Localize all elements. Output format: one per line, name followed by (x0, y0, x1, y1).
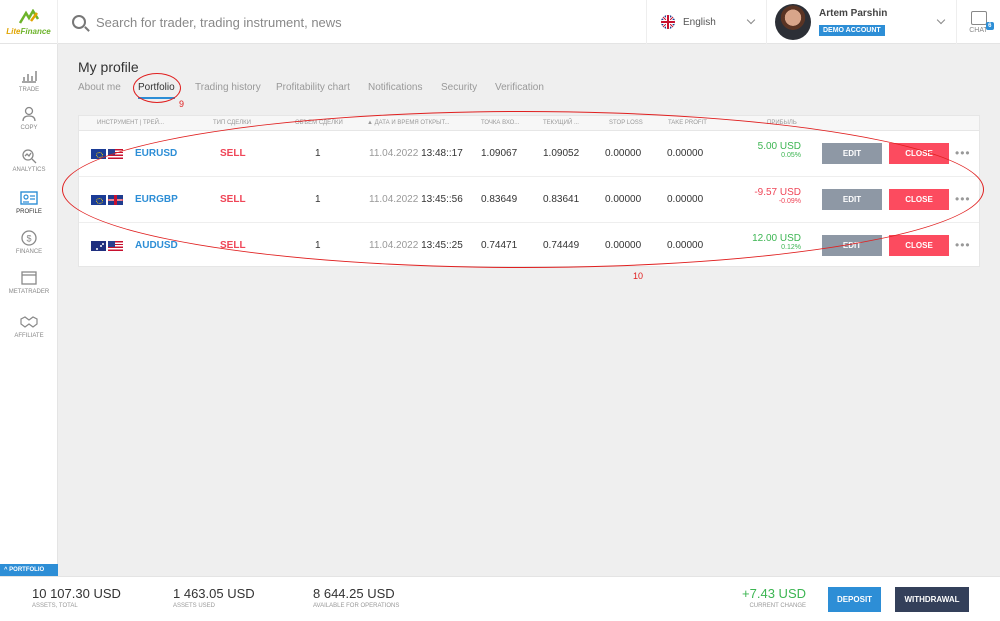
current-change: +7.43 USD CURRENT CHANGE (742, 586, 806, 609)
assets-used-value: 1 463.05 USD (173, 586, 255, 601)
avatar (775, 4, 811, 40)
chat-label: CHAT (969, 26, 988, 34)
sidebar-item-label: METATRADER (8, 289, 50, 295)
analytics-icon (22, 149, 37, 164)
account-type-badge: DEMO ACCOUNT (819, 24, 885, 36)
sidebar-item-profile[interactable]: PROFILE (0, 190, 58, 215)
assets-total: 10 107.30 USD ASSETS, TOTAL (32, 586, 121, 609)
brand-logo[interactable]: LiteFinance (0, 0, 58, 44)
annotation-circle-tab (133, 73, 181, 103)
sidebar-item-affiliate[interactable]: AFFILIATE (0, 314, 58, 339)
window-icon (21, 271, 37, 285)
au-flag-icon (91, 241, 106, 251)
annotation-label-tab: 9 (179, 99, 185, 109)
sidebar: TRADE COPY ANALYTICS PROFILE $ FINANCE M… (0, 44, 58, 564)
uk-flag-icon (661, 15, 675, 29)
brand-name: LiteFinance (6, 26, 51, 36)
id-card-icon (20, 191, 38, 205)
tab-notifications[interactable]: Notifications (368, 82, 423, 93)
chat-count-badge: 6 (986, 21, 994, 30)
account-summary-bar: 10 107.30 USD ASSETS, TOTAL 1 463.05 USD… (0, 576, 1000, 621)
person-icon (22, 106, 36, 122)
sidebar-item-label: COPY (20, 125, 38, 131)
column-type[interactable]: ТИП СДЕЛКИ (213, 120, 251, 126)
available-for-operations: 8 644.25 USD AVAILABLE FOR OPERATIONS (313, 586, 399, 609)
user-menu[interactable]: Artem Parshin DEMO ACCOUNT (766, 0, 956, 44)
top-bar: LiteFinance English Artem Parshin DEMO A… (0, 0, 1000, 44)
close-position-button[interactable]: CLOSE (889, 235, 949, 256)
chat-button[interactable]: 6 CHAT (956, 0, 1000, 44)
withdrawal-button[interactable]: WITHDRAWAL (895, 587, 969, 612)
page-title: My profile (78, 59, 139, 75)
sidebar-item-finance[interactable]: $ FINANCE (0, 230, 58, 255)
sidebar-item-label: AFFILIATE (14, 333, 44, 339)
search-input[interactable] (96, 14, 496, 30)
portfolio-panel-toggle[interactable]: ^ PORTFOLIO (0, 564, 58, 576)
tab-verification[interactable]: Verification (495, 82, 544, 93)
sidebar-item-label: PROFILE (16, 209, 42, 215)
handshake-icon (20, 316, 38, 328)
language-selector[interactable]: English (646, 0, 766, 44)
annotation-label-table: 10 (633, 271, 644, 281)
svg-text:$: $ (26, 234, 31, 244)
search-icon (72, 15, 86, 29)
tab-trading-history[interactable]: Trading history (195, 82, 261, 93)
assets-total-label: ASSETS, TOTAL (32, 603, 78, 609)
us-flag-icon (108, 241, 123, 251)
available-value: 8 644.25 USD (313, 586, 395, 601)
assets-total-value: 10 107.30 USD (32, 586, 121, 601)
currency-flags (91, 241, 123, 251)
available-label: AVAILABLE FOR OPERATIONS (313, 603, 400, 609)
user-name: Artem Parshin (819, 7, 888, 19)
current-change-label: CURRENT CHANGE (749, 603, 806, 609)
sidebar-item-copy[interactable]: COPY (0, 106, 58, 131)
chevron-down-icon (936, 15, 946, 25)
assets-used: 1 463.05 USD ASSETS USED (173, 586, 255, 609)
sidebar-item-trade[interactable]: TRADE (0, 68, 58, 93)
deposit-button[interactable]: DEPOSIT (828, 587, 881, 612)
search-bar (72, 0, 496, 44)
chat-icon: 6 (970, 10, 994, 30)
user-info: Artem Parshin DEMO ACCOUNT (819, 8, 887, 37)
sidebar-item-label: TRADE (18, 87, 40, 93)
sidebar-item-label: ANALYTICS (12, 167, 46, 173)
logo-icon (18, 8, 39, 24)
sidebar-item-analytics[interactable]: ANALYTICS (0, 148, 58, 173)
chart-icon (22, 71, 37, 83)
dollar-icon: $ (21, 230, 37, 246)
tab-security[interactable]: Security (441, 82, 478, 93)
more-options-icon[interactable]: ••• (955, 146, 971, 160)
tab-profitability-chart[interactable]: Profitability chart (276, 82, 350, 93)
chevron-down-icon (746, 15, 756, 25)
more-options-icon[interactable]: ••• (955, 238, 971, 252)
sidebar-item-metatrader[interactable]: METATRADER (0, 270, 58, 295)
assets-used-label: ASSETS USED (173, 603, 216, 609)
column-instrument[interactable]: ИНСТРУМЕНТ | ТРЕЙ... (97, 120, 164, 126)
current-change-value: +7.43 USD (742, 586, 806, 601)
instrument-link[interactable]: AUDUSD (135, 240, 178, 251)
annotation-ellipse-table (62, 111, 984, 268)
column-profit[interactable]: ПРИБЫЛЬ (767, 120, 797, 126)
language-label: English (683, 16, 716, 28)
tab-about-me[interactable]: About me (78, 82, 121, 93)
sidebar-item-label: FINANCE (15, 249, 43, 255)
